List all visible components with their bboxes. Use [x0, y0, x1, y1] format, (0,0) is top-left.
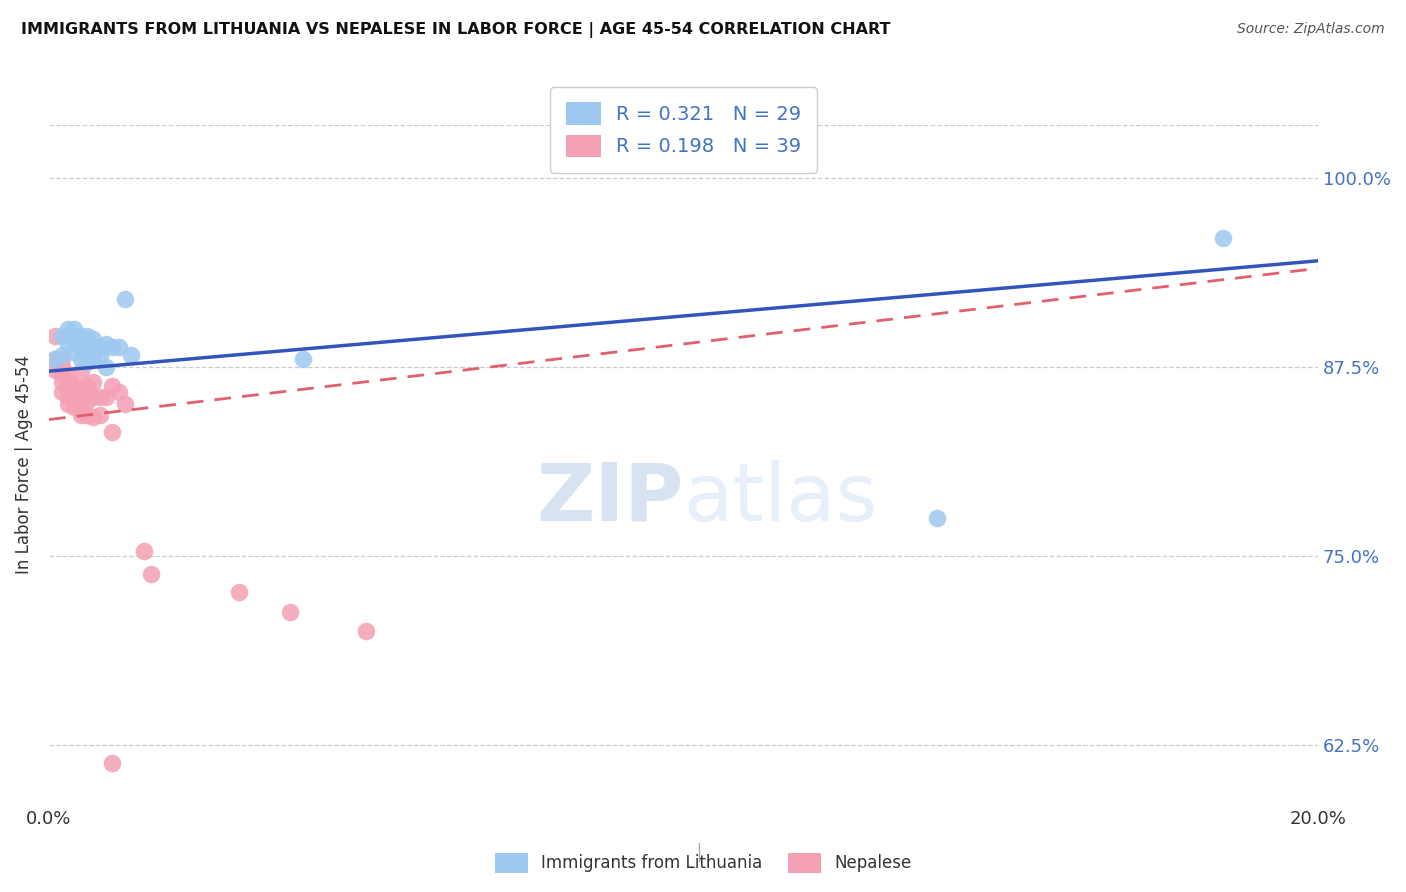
Point — [291, 352, 314, 367]
Point — [56, 370, 79, 384]
Point — [356, 624, 378, 639]
Legend: R = 0.321   N = 29, R = 0.198   N = 39: R = 0.321 N = 29, R = 0.198 N = 39 — [550, 87, 817, 172]
Point — [63, 334, 86, 348]
Point — [139, 566, 162, 581]
Point — [89, 349, 111, 363]
Point — [76, 379, 98, 393]
Point — [76, 344, 98, 359]
Point — [51, 375, 73, 389]
Point — [51, 385, 73, 400]
Point — [56, 337, 79, 351]
Point — [82, 340, 104, 354]
Point — [56, 390, 79, 404]
Point — [82, 390, 104, 404]
Point — [121, 347, 143, 361]
Point — [76, 329, 98, 343]
Point — [69, 382, 91, 396]
Point — [44, 362, 66, 376]
Point — [51, 347, 73, 361]
Point — [1212, 231, 1234, 245]
Point — [82, 333, 104, 347]
Point — [101, 340, 124, 354]
Point — [63, 322, 86, 336]
Point — [51, 352, 73, 367]
Point — [44, 329, 66, 343]
Point — [927, 511, 949, 525]
Point — [101, 756, 124, 770]
Point — [51, 367, 73, 381]
Point — [89, 408, 111, 422]
Point — [107, 385, 129, 400]
Point — [94, 337, 117, 351]
Point — [63, 379, 86, 393]
Point — [44, 352, 66, 367]
Point — [51, 329, 73, 343]
Point — [56, 322, 79, 336]
Legend: Immigrants from Lithuania, Nepalese: Immigrants from Lithuania, Nepalese — [488, 847, 918, 880]
Point — [89, 390, 111, 404]
Text: atlas: atlas — [683, 460, 877, 538]
Point — [101, 379, 124, 393]
Point — [69, 408, 91, 422]
Point — [44, 352, 66, 367]
Point — [76, 355, 98, 369]
Point — [56, 382, 79, 396]
Point — [107, 340, 129, 354]
Point — [76, 408, 98, 422]
Point — [228, 585, 250, 599]
Point — [63, 401, 86, 415]
Point — [69, 364, 91, 378]
Point — [51, 359, 73, 374]
Point — [56, 375, 79, 389]
Text: ZIP: ZIP — [536, 460, 683, 538]
Point — [94, 359, 117, 374]
Point — [69, 352, 91, 367]
Point — [94, 390, 117, 404]
Point — [63, 385, 86, 400]
Point — [63, 344, 86, 359]
Point — [101, 425, 124, 439]
Point — [69, 340, 91, 354]
Point — [278, 605, 301, 619]
Y-axis label: In Labor Force | Age 45-54: In Labor Force | Age 45-54 — [15, 355, 32, 574]
Point — [114, 397, 136, 411]
Point — [89, 340, 111, 354]
Point — [82, 375, 104, 389]
Point — [82, 349, 104, 363]
Point — [56, 397, 79, 411]
Text: IMMIGRANTS FROM LITHUANIA VS NEPALESE IN LABOR FORCE | AGE 45-54 CORRELATION CHA: IMMIGRANTS FROM LITHUANIA VS NEPALESE IN… — [21, 22, 890, 38]
Point — [82, 409, 104, 424]
Point — [76, 337, 98, 351]
Point — [134, 544, 156, 558]
Text: Source: ZipAtlas.com: Source: ZipAtlas.com — [1237, 22, 1385, 37]
Point — [69, 329, 91, 343]
Point — [69, 394, 91, 409]
Point — [114, 292, 136, 306]
Point — [76, 394, 98, 409]
